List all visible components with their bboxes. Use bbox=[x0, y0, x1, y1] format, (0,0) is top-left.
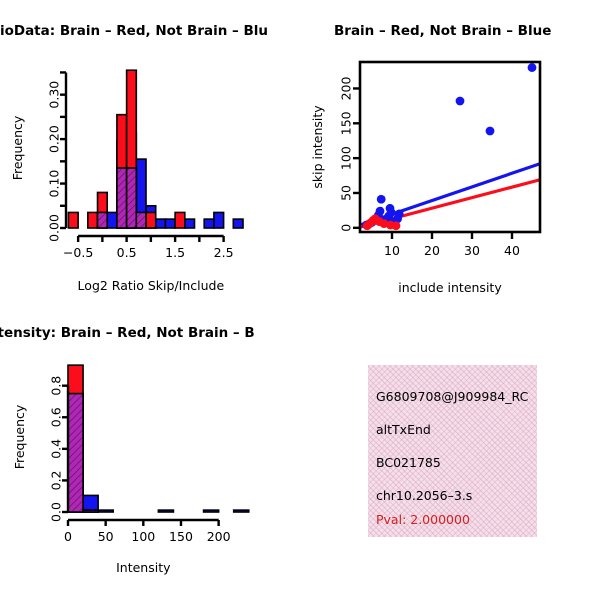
hist-group bbox=[67, 69, 244, 229]
y-axis-tick-label: 0.4 bbox=[49, 439, 64, 459]
scatter-point bbox=[527, 63, 537, 72]
scatter-point bbox=[376, 194, 386, 204]
scatter-title: Brain – Red, Not Brain – Blue bbox=[334, 23, 552, 39]
info-line-locus: chr10.2056–3.s bbox=[376, 488, 473, 503]
y-axis-tick-label: 0 bbox=[339, 224, 354, 232]
x-axis-tick-label: 100 bbox=[131, 529, 155, 544]
intensity-histogram-title: ne Itensity: Brain – Red, Not Brain – B bbox=[0, 325, 255, 341]
x-axis-tick-label: 30 bbox=[464, 243, 480, 258]
x-axis-tick-label: −0.5 bbox=[63, 245, 93, 260]
y-axis-tick-label: 0.30 bbox=[47, 81, 62, 109]
y-axis-tick-label: 0.0 bbox=[49, 502, 64, 522]
hist-bar-brain bbox=[87, 211, 99, 229]
y-axis-tick-label: 50 bbox=[339, 185, 354, 201]
scatter-point bbox=[391, 221, 401, 231]
y-axis-tick-label: 0.6 bbox=[49, 407, 64, 427]
hist-bar-brain bbox=[145, 211, 157, 229]
y-axis-tick-label: 0.10 bbox=[47, 170, 62, 198]
info-line-probe: G6809708@J909984_RC bbox=[376, 389, 529, 404]
hist-bar-brain bbox=[67, 211, 79, 229]
hist-bar-overlap bbox=[116, 167, 128, 229]
ratio-histogram-plot: 0.00 0.10 0.20 0.30 −0.5 0.5 1.5 2.5 Log2 Ratio … bbox=[10, 69, 244, 293]
hist-bar-not-brain bbox=[213, 211, 225, 229]
x-axis-tick-label: 50 bbox=[98, 529, 114, 544]
hist-bar-overlap bbox=[67, 392, 84, 513]
x-axis-label: include intensity bbox=[398, 280, 502, 295]
ratio-histogram-title: RatioData: Brain – Red, Not Brain – Blu bbox=[0, 23, 269, 39]
intensity-histogram-plot: 0.0 0.2 0.4 0.6 0.8 0 50 100 150 200 Intensity Freq… bbox=[12, 364, 250, 575]
y-axis-tick-label: 100 bbox=[339, 146, 354, 170]
x-axis-tick-label: 10 bbox=[384, 243, 400, 258]
hist-bar-not-brain bbox=[164, 218, 176, 229]
info-line-event-type: altTxEnd bbox=[376, 422, 431, 437]
x-axis-tick-label: 2.5 bbox=[214, 245, 234, 260]
info-panel-background bbox=[368, 365, 537, 537]
panel-ratio-histogram: RatioData: Brain – Red, Not Brain – Blu … bbox=[0, 0, 300, 300]
x-axis-tick-label: 0.5 bbox=[117, 245, 137, 260]
hist-group bbox=[67, 364, 250, 513]
panel-intensity-histogram: ne Itensity: Brain – Red, Not Brain – B … bbox=[0, 300, 300, 600]
x-axis-tick-label: 200 bbox=[207, 529, 231, 544]
x-axis-tick-label: 150 bbox=[169, 529, 193, 544]
hist-bar-not-brain bbox=[157, 509, 175, 513]
hist-bar-not-brain bbox=[232, 509, 250, 513]
hist-bar-overlap bbox=[125, 167, 138, 229]
info-line-pval: Pval: 2.000000 bbox=[376, 512, 470, 527]
scatter-point bbox=[362, 221, 372, 231]
x-axis-label: Intensity bbox=[116, 560, 171, 575]
y-axis-tick-label: 0.00 bbox=[47, 214, 62, 242]
y-axis-tick-label: 150 bbox=[339, 111, 354, 135]
hist-bar-not-brain bbox=[106, 211, 118, 229]
hist-bar-not-brain bbox=[97, 509, 114, 513]
scatter-point bbox=[455, 96, 465, 106]
y-axis-tick-label: 200 bbox=[339, 76, 354, 100]
x-axis-tick-label: 40 bbox=[504, 243, 520, 258]
scatter-content bbox=[360, 63, 540, 231]
x-axis-label: Log2 Ratio Skip/Include bbox=[78, 278, 225, 293]
y-axis-tick-label: 0.8 bbox=[49, 376, 64, 396]
hist-bar-brain bbox=[174, 211, 186, 229]
x-axis-tick-label: 0 bbox=[64, 529, 72, 544]
scatter-plot: 0 50 100 150 200 10 20 30 40 include intensity ski… bbox=[310, 60, 542, 295]
hist-bar-not-brain bbox=[202, 509, 220, 513]
y-axis-label: skip intensity bbox=[310, 105, 325, 189]
info-line-accession: BC021785 bbox=[376, 455, 441, 470]
hist-bar-not-brain bbox=[154, 218, 167, 229]
panel-scatter: Brain – Red, Not Brain – Blue 0 50 100 150 2… bbox=[300, 0, 600, 300]
hist-bar-not-brain bbox=[232, 218, 244, 229]
y-axis-label: Frequency bbox=[10, 115, 25, 180]
y-axis-tick-label: 0.2 bbox=[49, 470, 64, 490]
y-axis-label: Frequency bbox=[12, 404, 27, 469]
hist-bar-overlap bbox=[96, 211, 109, 229]
hist-bar-overlap bbox=[135, 211, 147, 229]
scatter-point bbox=[485, 126, 495, 136]
x-axis-tick-label: 1.5 bbox=[165, 245, 185, 260]
panel-info: G6809708@J909984_RC altTxEnd BC021785 ch… bbox=[300, 300, 600, 600]
hist-bar-overlap bbox=[82, 509, 99, 513]
y-axis-tick-label: 0.20 bbox=[47, 125, 62, 153]
hist-bar-not-brain bbox=[184, 218, 196, 229]
scatter-box-frame bbox=[358, 60, 542, 234]
x-axis-tick-label: 20 bbox=[424, 243, 440, 258]
hist-bar-not-brain bbox=[203, 218, 215, 229]
